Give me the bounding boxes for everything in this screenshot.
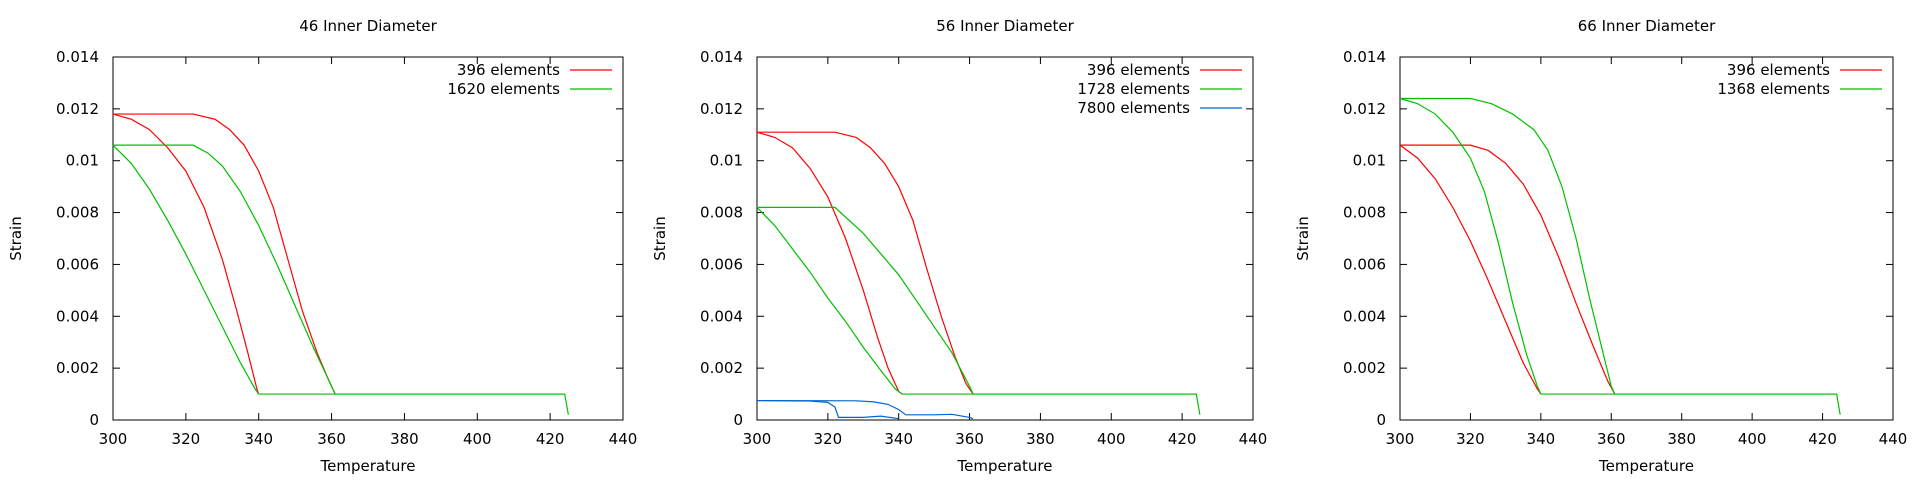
x-tick-label: 340: [244, 430, 273, 448]
x-axis-title: Temperature: [956, 457, 1052, 475]
x-axis-title: Temperature: [319, 457, 415, 475]
y-tick-label: 0.014: [700, 48, 743, 66]
x-tick-label: 420: [1168, 430, 1197, 448]
y-tick-label: 0.002: [56, 359, 99, 377]
x-tick-label: 440: [1879, 430, 1908, 448]
series-line-1: [1399, 144, 1542, 395]
x-tick-label: 440: [1239, 430, 1268, 448]
y-tick-label: 0: [1376, 411, 1386, 429]
y-tick-label: 0.006: [700, 255, 743, 273]
legend-label: 396 elements: [457, 61, 560, 79]
y-tick-label: 0.012: [1343, 100, 1386, 118]
y-tick-label: 0.002: [1343, 359, 1386, 377]
x-tick-label: 400: [463, 430, 492, 448]
series-line-2: [1400, 97, 1841, 415]
series-line-1: [757, 131, 974, 395]
plot-frame: [1399, 56, 1894, 421]
legend-label: 1368 elements: [1717, 80, 1830, 98]
y-tick-label: 0: [733, 411, 743, 429]
y-tick-label: 0.008: [56, 204, 99, 222]
x-tick-label: 340: [884, 430, 913, 448]
y-axis-title: Strain: [1294, 216, 1312, 260]
legend-label: 396 elements: [1087, 61, 1190, 79]
legend-label: 1620 elements: [447, 80, 560, 98]
x-tick-label: 300: [99, 430, 128, 448]
x-tick-label: 300: [1386, 430, 1415, 448]
series-line-2: [1399, 97, 1837, 395]
series-line-2: [757, 206, 1201, 415]
y-tick-label: 0.008: [700, 204, 743, 222]
y-tick-label: 0.012: [700, 100, 743, 118]
y-tick-label: 0.006: [56, 255, 99, 273]
x-tick-label: 440: [609, 430, 638, 448]
x-tick-label: 300: [743, 430, 772, 448]
y-tick-label: 0.006: [1343, 255, 1386, 273]
x-tick-label: 420: [1808, 430, 1837, 448]
y-tick-label: 0.01: [710, 152, 743, 170]
series-line-2: [113, 144, 569, 415]
y-tick-label: 0.014: [1343, 48, 1386, 66]
chart-title: 66 Inner Diameter: [1578, 17, 1716, 35]
y-tick-label: 0.01: [66, 152, 99, 170]
y-tick-label: 0.012: [56, 100, 99, 118]
x-tick-label: 360: [955, 430, 984, 448]
series-line-1: [756, 131, 903, 395]
chart-3: 66 Inner Diameter 300 320 340 360 380 400 420 44…: [1294, 17, 1907, 475]
legend-label: 1728 elements: [1077, 80, 1190, 98]
y-tick-label: 0.01: [1353, 152, 1386, 170]
chart-title: 56 Inner Diameter: [936, 17, 1074, 35]
series-line-1: [112, 113, 260, 395]
y-tick-label: 0.004: [700, 307, 743, 325]
chart-2: 56 Inner Diameter 300 320 340 360 380 400 420 44…: [651, 17, 1267, 475]
x-tick-label: 360: [317, 430, 346, 448]
x-tick-label: 380: [1026, 430, 1055, 448]
x-tick-label: 320: [814, 430, 843, 448]
x-tick-label: 320: [172, 430, 201, 448]
y-axis-title: Strain: [7, 216, 25, 260]
x-tick-label: 320: [1456, 430, 1485, 448]
x-tick-label: 400: [1738, 430, 1767, 448]
chart-title: 46 Inner Diameter: [299, 17, 437, 35]
series-line-1: [113, 113, 336, 395]
plot-frame: [112, 56, 624, 421]
y-tick-label: 0.002: [700, 359, 743, 377]
x-tick-label: 380: [1667, 430, 1696, 448]
x-tick-label: 380: [390, 430, 419, 448]
y-tick-label: 0.004: [1343, 307, 1386, 325]
y-axis-title: Strain: [651, 216, 669, 260]
x-tick-label: 340: [1527, 430, 1556, 448]
series-line-2: [756, 206, 1197, 395]
x-axis-title: Temperature: [1598, 457, 1694, 475]
y-tick-label: 0.008: [1343, 204, 1386, 222]
legend-label: 396 elements: [1727, 61, 1830, 79]
series-line-1: [1400, 144, 1616, 395]
series-line-3: [756, 399, 974, 420]
series-line-2: [112, 144, 565, 395]
y-tick-label: 0.014: [56, 48, 99, 66]
x-tick-label: 420: [536, 430, 565, 448]
x-tick-label: 400: [1097, 430, 1126, 448]
y-tick-label: 0.004: [56, 307, 99, 325]
plot-frame: [756, 56, 1254, 421]
y-tick-label: 0: [89, 411, 99, 429]
legend-label: 7800 elements: [1077, 99, 1190, 117]
x-tick-label: 360: [1597, 430, 1626, 448]
chart-1: 46 Inner Diameter 300 320 340 360 380 400 420 44…: [7, 17, 637, 475]
